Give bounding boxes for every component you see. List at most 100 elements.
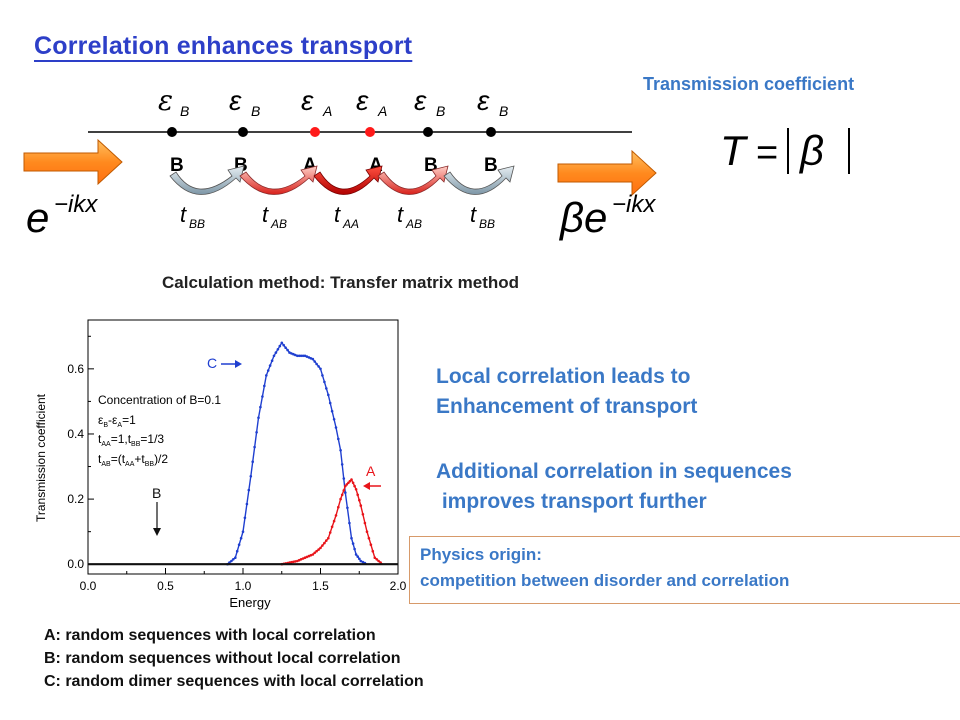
series-a-point	[309, 554, 313, 557]
incoming-wave-arrow	[23, 138, 123, 186]
series-c-point	[351, 542, 355, 545]
series-a-point	[354, 488, 358, 491]
series-a-point	[345, 483, 349, 486]
local-correlation-text: Local correlation leads to Enhancement o…	[436, 365, 698, 418]
hopping-label: t BB	[470, 202, 495, 231]
series-a-point	[353, 484, 356, 488]
svg-text:−ikx: −ikx	[54, 191, 98, 218]
site-dot-b	[238, 127, 248, 137]
svg-text:BB: BB	[189, 217, 205, 231]
epsilon-label: ε B	[229, 85, 260, 119]
series-a-point	[290, 560, 293, 564]
svg-text:A: A	[377, 103, 387, 119]
series-c-point	[245, 502, 249, 506]
series-a-point	[373, 556, 377, 559]
series-c-point	[330, 409, 334, 413]
series-c-point	[274, 351, 278, 354]
site-dot-b	[486, 127, 496, 137]
series-a-point	[350, 478, 353, 481]
series-a-point	[299, 558, 303, 561]
x-axis-label: Energy	[229, 595, 271, 610]
series-c-point	[332, 418, 336, 421]
annotation-b: B	[152, 485, 161, 536]
epsilon-label: ε B	[414, 85, 445, 119]
series-a-point	[311, 553, 315, 556]
series-c-point	[230, 559, 233, 563]
series-c-point	[348, 521, 351, 525]
series-a-point	[305, 555, 309, 559]
svg-text:C: C	[207, 355, 217, 371]
series-c-point	[255, 431, 258, 434]
series-c-point	[356, 555, 360, 558]
hopping-arrow	[169, 165, 245, 195]
series-a-point	[377, 559, 380, 563]
series-c-point	[319, 367, 322, 371]
series-a-point	[317, 548, 320, 551]
series-c-point	[247, 488, 251, 492]
series-c-point	[340, 463, 344, 466]
series-a-point	[363, 521, 367, 525]
svg-text:βe: βe	[558, 194, 607, 241]
series-a-point	[351, 481, 355, 485]
legend-item: B: random sequences without local correl…	[44, 650, 401, 667]
series-c-point	[272, 354, 276, 358]
series-c-point	[337, 437, 340, 441]
series-c-point	[276, 348, 280, 351]
series-c-point	[239, 536, 243, 540]
epsilon-label: ε B	[477, 85, 508, 119]
svg-text:ε: ε	[477, 85, 490, 116]
incoming-wave-formula: e −ikx	[26, 191, 98, 241]
svg-text:ε: ε	[414, 85, 427, 116]
x-tick-label: 2.0	[390, 579, 406, 593]
series-a-point	[340, 493, 344, 497]
legend-line: εB-εA=1	[98, 413, 136, 429]
series-c-point	[290, 352, 293, 355]
series-c-point	[268, 364, 272, 367]
epsilon-label: ε A	[301, 85, 332, 119]
series-c-point	[350, 536, 353, 540]
epsilon-label: ε B	[158, 84, 189, 119]
series-a-point	[361, 513, 365, 516]
series-c-point	[309, 357, 313, 360]
site-dot-a	[310, 127, 320, 137]
svg-text:ε: ε	[229, 85, 242, 116]
legend-item: A: random sequences with local correlati…	[44, 627, 376, 644]
series-a-point	[365, 530, 369, 533]
series-c-point	[243, 516, 247, 520]
series-c-point	[270, 359, 274, 362]
svg-text:A: A	[366, 463, 376, 479]
series-c-point	[251, 460, 254, 463]
hopping-arrow	[377, 165, 449, 195]
series-a-point	[294, 560, 297, 563]
chart-legend: Concentration of B=0.1 εB-εA=1 tAA=1,tBB…	[98, 393, 221, 468]
series-a-point	[367, 536, 371, 540]
svg-text:AB: AB	[405, 217, 422, 231]
series-a-point	[369, 543, 373, 546]
series-c-point	[241, 530, 245, 533]
hopping-arrow	[313, 165, 383, 195]
series-c-point	[325, 387, 328, 390]
series-c-point	[328, 401, 332, 405]
series-c-point	[257, 416, 260, 419]
series-c-point	[344, 491, 347, 494]
series-c-point	[284, 346, 287, 349]
svg-text:t: t	[180, 202, 187, 227]
series-c-point	[282, 343, 285, 347]
series-c-point	[358, 557, 361, 561]
series-c-point	[235, 549, 239, 553]
series-c-point	[323, 380, 326, 384]
sequence-legend-list: A: random sequences with local correlati…	[44, 624, 424, 693]
svg-text:AA: AA	[342, 217, 359, 231]
series-a-point	[342, 489, 346, 492]
y-tick-label: 0.0	[67, 557, 84, 571]
series-a-point	[315, 549, 318, 553]
svg-text:−ikx: −ikx	[612, 191, 656, 218]
series-a-point	[358, 498, 361, 502]
outgoing-wave-arrow	[557, 149, 657, 197]
y-tick-label: 0.2	[67, 492, 84, 506]
page-title: Correlation enhances transport	[34, 32, 413, 60]
x-tick-label: 1.0	[235, 579, 252, 593]
series-a-point	[348, 479, 352, 483]
x-tick-label: 0.5	[157, 579, 174, 593]
svg-text:t: t	[262, 202, 269, 227]
